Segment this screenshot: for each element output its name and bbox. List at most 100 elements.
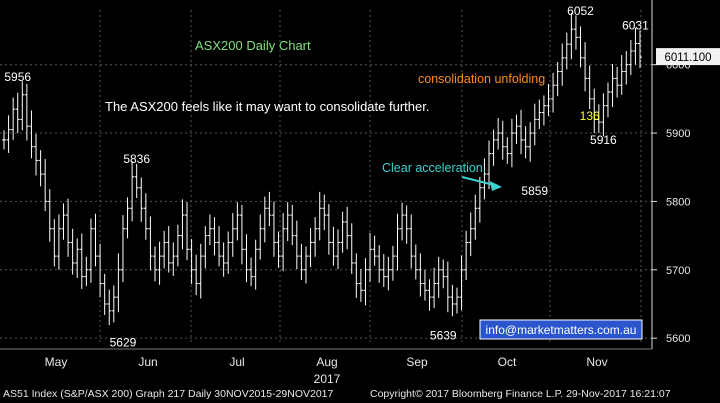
ohlc-bar bbox=[368, 232, 373, 283]
ohlc-bar bbox=[285, 202, 290, 242]
ohlc-bar bbox=[381, 254, 386, 287]
x-tick-label: Aug bbox=[316, 355, 337, 369]
ohlc-bar bbox=[61, 203, 66, 240]
y-tick-label: 5900 bbox=[666, 128, 690, 140]
ohlc-bar bbox=[610, 64, 615, 108]
ohlc-bar bbox=[281, 213, 286, 272]
ohlc-bar bbox=[15, 92, 20, 134]
ohlc-bar bbox=[404, 205, 409, 244]
ohlc-bar bbox=[541, 95, 546, 126]
y-tick-label: 5700 bbox=[666, 265, 690, 277]
ohlc-bar bbox=[354, 253, 359, 298]
footer-right: Copyright© 2017 Bloomberg Finance L.P. 2… bbox=[370, 388, 671, 400]
ohlc-bar bbox=[34, 133, 39, 176]
ohlc-bar bbox=[148, 216, 153, 271]
y-tick-label: 5800 bbox=[666, 196, 690, 208]
ohlc-bar bbox=[299, 243, 304, 281]
ohlc-bar bbox=[555, 61, 560, 97]
ohlc-bar bbox=[221, 242, 226, 277]
brand-box bbox=[479, 319, 643, 340]
ohlc-bar bbox=[56, 214, 61, 270]
acceleration-annotation: Clear acceleration. bbox=[382, 161, 486, 175]
ohlc-bar bbox=[2, 130, 6, 150]
ohlc-bar bbox=[454, 287, 459, 314]
ohlc-bar bbox=[464, 230, 469, 281]
commentary-text: The ASX200 feels like it may want to con… bbox=[105, 99, 429, 114]
ohlc-bar bbox=[514, 114, 519, 144]
ohlc-bar bbox=[345, 206, 350, 250]
ohlc-bar bbox=[413, 244, 418, 280]
ohlc-bar bbox=[198, 243, 203, 299]
x-tick-label: Jul bbox=[229, 355, 244, 369]
ohlc-bar bbox=[313, 217, 318, 257]
ohlc-bar bbox=[377, 245, 382, 283]
ohlc-bar bbox=[308, 228, 313, 268]
ohlc-bar bbox=[239, 204, 244, 265]
ohlc-bar bbox=[226, 231, 231, 274]
ohlc-bar bbox=[441, 259, 446, 289]
y-tick-label: 5600 bbox=[666, 333, 690, 345]
ohlc-bar bbox=[130, 161, 135, 222]
ohlc-bar bbox=[249, 257, 254, 287]
ohlc-bar bbox=[496, 118, 501, 150]
ohlc-bar bbox=[436, 256, 441, 298]
ohlc-bar bbox=[166, 226, 171, 273]
ohlc-bar bbox=[120, 215, 125, 283]
ohlc-bar bbox=[317, 191, 322, 241]
ohlc-bar bbox=[203, 226, 208, 269]
ohlc-bar bbox=[88, 218, 93, 283]
ohlc-bar bbox=[523, 126, 528, 159]
ohlc-bar bbox=[477, 176, 482, 223]
ohlc-bar bbox=[139, 177, 144, 222]
x-tick-label: Jun bbox=[138, 355, 157, 369]
ohlc-bar bbox=[6, 115, 11, 153]
ohlc-bar bbox=[294, 220, 299, 270]
price-label: 6031 bbox=[622, 19, 649, 33]
ohlc-bar bbox=[482, 158, 487, 200]
price-label: 5639 bbox=[430, 329, 457, 343]
price-label: 5836 bbox=[123, 152, 150, 166]
ohlc-bar bbox=[422, 269, 427, 301]
price-label: 5629 bbox=[110, 335, 137, 349]
ohlc-bar bbox=[418, 253, 423, 297]
ohlc-bar bbox=[605, 82, 610, 118]
ohlc-bar bbox=[564, 32, 569, 70]
acceleration-arrowhead bbox=[490, 181, 502, 191]
ohlc-bar bbox=[152, 246, 157, 282]
ohlc-bar bbox=[230, 213, 235, 257]
ohlc-bar bbox=[11, 97, 16, 140]
brand-box-text: info@marketmatters.com.au bbox=[486, 323, 637, 337]
ohlc-bar bbox=[116, 253, 121, 313]
price-label: 5916 bbox=[590, 133, 617, 147]
ohlc-bar bbox=[409, 214, 414, 269]
ohlc-bar bbox=[445, 261, 450, 313]
ohlc-bar bbox=[500, 120, 505, 160]
x-tick-label: Nov bbox=[586, 355, 607, 369]
ohlc-bar bbox=[340, 211, 345, 253]
current-value-label: 6011.100 bbox=[664, 52, 711, 64]
ohlc-bar bbox=[587, 65, 592, 110]
ohlc-bar bbox=[331, 226, 336, 266]
ohlc-bar bbox=[93, 213, 98, 267]
ohlc-bar bbox=[601, 93, 606, 137]
ohlc-bar bbox=[107, 289, 112, 326]
ohlc-bar bbox=[24, 83, 29, 141]
ohlc-bar bbox=[47, 189, 52, 242]
ohlc-bar bbox=[546, 83, 551, 116]
ohlc-bar bbox=[491, 129, 496, 166]
ohlc-bar bbox=[505, 137, 510, 164]
ohlc-bar bbox=[217, 226, 222, 267]
x-year-label: 2017 bbox=[314, 372, 341, 385]
x-tick-label: May bbox=[45, 355, 68, 369]
ohlc-bar bbox=[537, 99, 542, 129]
ohlc-bar bbox=[175, 224, 180, 267]
ohlc-bar bbox=[468, 212, 473, 257]
ohlc-bar bbox=[185, 202, 190, 261]
ohlc-bar bbox=[52, 219, 57, 267]
ohlc-bar bbox=[624, 51, 629, 85]
ohlc-bar bbox=[372, 235, 377, 266]
ohlc-bar bbox=[400, 202, 405, 241]
ohlc-bar bbox=[615, 66, 620, 98]
ohlc-bar bbox=[143, 193, 148, 240]
